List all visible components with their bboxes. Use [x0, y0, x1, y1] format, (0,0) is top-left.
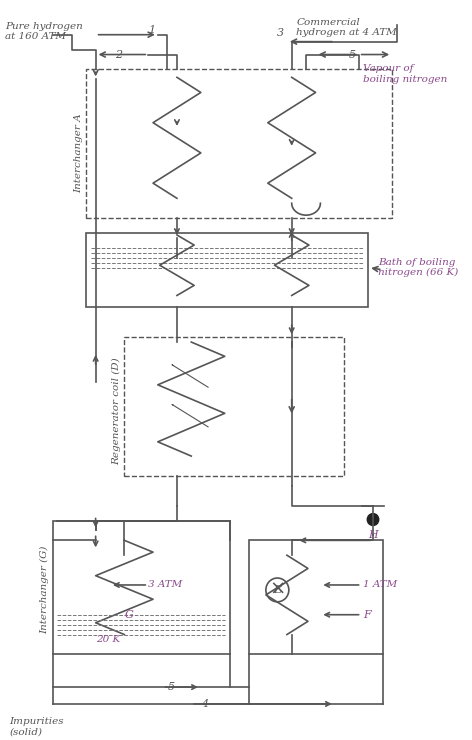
- Text: H: H: [368, 531, 378, 540]
- Text: Interchanger A: Interchanger A: [74, 114, 83, 193]
- Bar: [52, 520, 229, 654]
- Text: 2: 2: [115, 50, 122, 59]
- Text: Regenerator coil (D): Regenerator coil (D): [112, 357, 121, 465]
- Text: Impurities
(solid): Impurities (solid): [9, 717, 64, 736]
- Bar: [124, 337, 344, 476]
- Text: Bath of boiling
nitrogen (66 K): Bath of boiling nitrogen (66 K): [378, 258, 458, 278]
- Text: 20 K: 20 K: [96, 635, 120, 644]
- Text: 1: 1: [148, 24, 155, 35]
- Text: Interchanger (G): Interchanger (G): [41, 545, 50, 634]
- Text: 3 ATM: 3 ATM: [148, 580, 183, 590]
- Bar: [249, 540, 383, 654]
- Text: Commercial
hydrogen at 4 ATM: Commercial hydrogen at 4 ATM: [296, 18, 397, 37]
- Text: ×: ×: [270, 580, 286, 599]
- Text: 5: 5: [349, 50, 356, 59]
- Bar: [86, 233, 368, 307]
- Circle shape: [367, 514, 379, 525]
- Text: E: E: [273, 585, 281, 595]
- Text: 4: 4: [201, 699, 208, 709]
- Text: 5: 5: [168, 682, 175, 692]
- Text: G: G: [124, 610, 133, 619]
- Text: Pure hydrogen
at 160 ATM: Pure hydrogen at 160 ATM: [5, 21, 83, 41]
- Text: Vapour of
boiling nitrogen: Vapour of boiling nitrogen: [363, 64, 447, 84]
- Text: F: F: [363, 610, 371, 619]
- Bar: [86, 70, 392, 218]
- Text: 3: 3: [278, 27, 285, 38]
- Text: 1 ATM: 1 ATM: [363, 580, 398, 590]
